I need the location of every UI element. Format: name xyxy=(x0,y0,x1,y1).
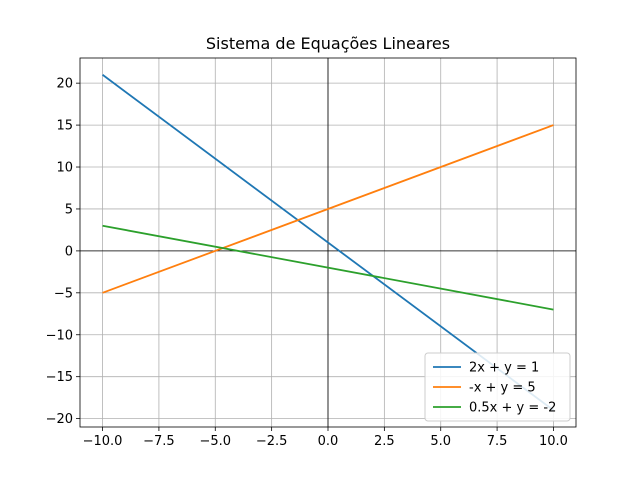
y-tick-label: 0 xyxy=(65,244,73,259)
y-tick-label: −15 xyxy=(46,370,73,385)
series-line-2 xyxy=(102,124,554,294)
x-tick-label: −2.5 xyxy=(256,434,288,449)
legend-box xyxy=(424,352,571,422)
x-tick-label: −7.5 xyxy=(143,434,175,449)
y-tick-label: −5 xyxy=(54,286,73,301)
y-tick-label: 5 xyxy=(65,202,73,217)
y-tick-label: 10 xyxy=(56,161,73,176)
y-tick-label: −10 xyxy=(46,328,73,343)
y-tick-label: 15 xyxy=(56,119,73,134)
legend-label-1: 2x + y = 1 xyxy=(469,361,539,376)
x-tick-label: 10.0 xyxy=(539,434,568,449)
x-tick-label: −10.0 xyxy=(83,434,123,449)
plot-area: −10.0 −7.5 −5.0 −2.5 0.0 2.5 5.0 7.5 10.0 −20 −15 −… xyxy=(46,57,577,449)
series-line-3 xyxy=(102,224,554,311)
x-tick-label: −5.0 xyxy=(199,434,231,449)
x-tick-label: 2.5 xyxy=(374,434,395,449)
legend-label-2: -x + y = 5 xyxy=(469,381,536,396)
x-tick-label: 7.5 xyxy=(487,434,508,449)
y-tick-label: 20 xyxy=(56,77,73,92)
x-tick-label: 0.0 xyxy=(318,434,339,449)
chart-title: Sistema de Equações Lineares xyxy=(206,34,450,53)
legend-label-3: 0.5x + y = -2 xyxy=(469,401,556,416)
y-tick-label: −20 xyxy=(46,412,73,427)
legend: 2x + y = 1 -x + y = 5 0.5x + y = -2 xyxy=(424,352,571,422)
x-tick-label: 5.0 xyxy=(430,434,451,449)
